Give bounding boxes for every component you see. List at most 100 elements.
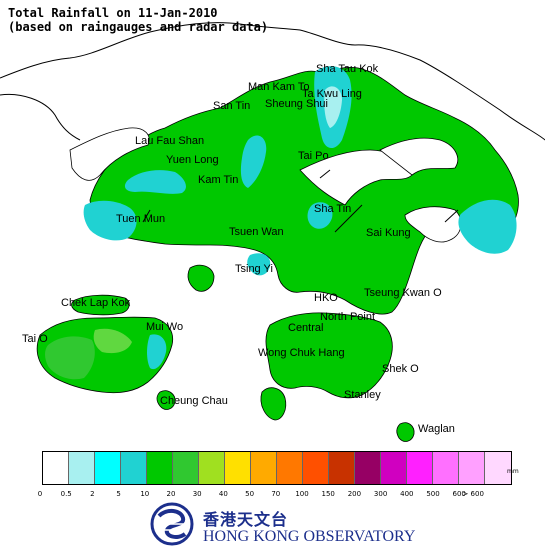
legend-swatch — [43, 452, 69, 484]
title-line-1: Total Rainfall on 11-Jan-2010 — [8, 6, 218, 20]
legend-swatch — [433, 452, 459, 484]
legend-tick-label: 300 — [373, 490, 388, 498]
legend-tick-label: 400 — [400, 490, 414, 498]
label-tai-o: Tai O — [22, 333, 48, 345]
legend-tick-label: > 600 — [462, 490, 484, 498]
label-sai-kung: Sai Kung — [366, 227, 411, 239]
label-yuen-long: Yuen Long — [166, 154, 219, 166]
label-north-point: North Point — [320, 311, 375, 323]
hong-kong-island — [265, 312, 393, 399]
legend-tick-label: 600 — [452, 490, 466, 498]
legend-swatch — [303, 452, 329, 484]
map-title: Total Rainfall on 11-Jan-2010 (based on … — [8, 6, 268, 34]
label-lau-fau-shan: Lau Fau Shan — [135, 135, 204, 147]
label-ta-kwu-ling: Ta Kwu Ling — [302, 88, 362, 100]
legend-swatch — [407, 452, 433, 484]
legend-swatch — [69, 452, 95, 484]
label-sheung-shui: Sheung Shui — [265, 98, 328, 110]
legend-swatch — [173, 452, 199, 484]
legend-tick-label: 500 — [426, 490, 440, 498]
label-shek-o: Shek O — [382, 363, 419, 375]
legend-swatch — [277, 452, 303, 484]
legend-swatch — [121, 452, 147, 484]
boundary-line-4 — [444, 209, 459, 223]
label-sha-tau-kok: Sha Tau Kok — [316, 63, 379, 75]
logo-chinese-text: 香港天文台 — [203, 510, 289, 529]
legend-tick-label: 150 — [321, 490, 335, 498]
legend-swatch — [251, 452, 277, 484]
legend-tick-label: 0 — [37, 490, 43, 498]
legend-swatch — [147, 452, 173, 484]
legend-tick-label: 20 — [166, 490, 176, 498]
legend-swatch — [329, 452, 355, 484]
hko-emblem-icon — [150, 502, 194, 546]
mainland-outline — [0, 22, 545, 141]
label-tsuen-wan: Tsuen Wan — [229, 226, 284, 238]
rainfall-legend — [42, 451, 512, 485]
cyan-patch-sha-tin — [307, 202, 333, 229]
label-tseung-kwan-o: Tseung Kwan O — [364, 287, 442, 299]
label-stanley: Stanley — [344, 389, 381, 401]
cheung-chau-island — [156, 390, 176, 410]
legend-swatch — [485, 452, 511, 484]
tolo-harbour — [299, 149, 413, 206]
legend-unit: mm — [507, 468, 519, 475]
cyan-patch-kam-tin — [240, 135, 267, 188]
port-shelter — [404, 206, 462, 243]
cyan-patch-tuen-mun — [83, 200, 137, 241]
legend-tick-label: 200 — [347, 490, 362, 498]
boundary-line-2 — [334, 204, 363, 233]
legend-tick-label: 70 — [271, 490, 281, 498]
lantau-light-1 — [45, 336, 95, 380]
label-chek-lap-kok: Chek Lap Kok — [61, 297, 131, 309]
chek-lap-kok-island — [71, 294, 130, 316]
label-central: Central — [288, 322, 323, 334]
lightcyan-patch-north — [324, 86, 342, 128]
boundary-line — [319, 169, 331, 179]
boundary-line-3 — [142, 209, 151, 223]
label-tuen-mun: Tuen Mun — [116, 213, 165, 225]
lamma-island — [260, 387, 287, 421]
label-sha-tin: Sha Tin — [314, 203, 351, 215]
tolo-channel — [379, 137, 459, 176]
legend-swatch — [225, 452, 251, 484]
logo-english-text: HONG KONG OBSERVATORY — [203, 528, 416, 545]
legend-tick-label: 50 — [245, 490, 255, 498]
label-tai-po: Tai Po — [298, 150, 329, 162]
legend-swatch — [355, 452, 381, 484]
legend-tick-label: 10 — [140, 490, 150, 498]
lantau-light-2 — [93, 328, 132, 354]
label-mui-wo: Mui Wo — [146, 321, 183, 333]
cyan-patch-yuen-long — [124, 170, 186, 194]
legend-swatch — [459, 452, 485, 484]
cyan-patch-tsing-yi — [247, 253, 271, 276]
place-labels: Sha Tau Kok Man Kam To Ta Kwu Ling San T… — [22, 63, 455, 435]
legend-tick-label: 40 — [218, 490, 228, 498]
shenzhen-bay-outline — [0, 93, 81, 141]
waglan-area-island — [396, 422, 415, 442]
cyan-patch-east — [458, 199, 517, 254]
rainfall-map: Sha Tau Kok Man Kam To Ta Kwu Ling San T… — [0, 22, 545, 442]
legend-tick-label: 2 — [90, 490, 95, 498]
title-line-2: (based on raingauges and radar data) — [8, 20, 269, 34]
legend-swatch — [199, 452, 225, 484]
lantau-cyan — [147, 334, 167, 370]
legend-tick-label: 100 — [295, 490, 309, 498]
label-waglan: Waglan — [418, 423, 455, 435]
hko-logo: 香港天文台 HONG KONG OBSERVATORY — [145, 502, 415, 548]
legend-ticks: 0 0.5 2 5 10 20 30 40 50 70 100 150 200 300 400 500 600 >… — [0, 490, 545, 500]
label-wong-chuk-hang: Wong Chuk Hang — [258, 347, 345, 359]
legend-tick-label: 5 — [116, 490, 121, 498]
label-san-tin: San Tin — [213, 100, 250, 112]
legend-swatch — [381, 452, 407, 484]
legend-tick-label: 30 — [192, 490, 202, 498]
ma-wan-island — [187, 264, 215, 292]
label-kam-tin: Kam Tin — [198, 174, 238, 186]
deep-bay — [69, 127, 150, 181]
label-cheung-chau: Cheung Chau — [160, 395, 228, 407]
label-hko: HKO — [314, 292, 338, 304]
legend-swatch — [95, 452, 121, 484]
legend-tick-label: 0.5 — [60, 490, 72, 498]
label-man-kam-to: Man Kam To — [248, 81, 310, 93]
label-tsing-yi: Tsing Yi — [235, 263, 273, 275]
